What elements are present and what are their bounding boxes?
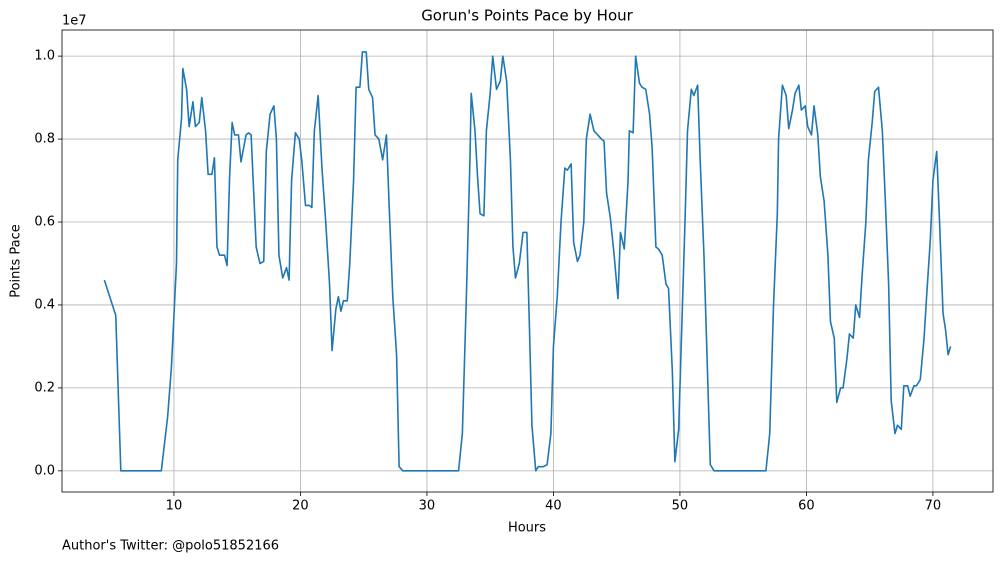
y-axis-label: Points Pace: [9, 224, 24, 298]
x-tick-label: 40: [545, 499, 562, 514]
axes-frame: [61, 29, 994, 493]
x-tick-label: 60: [798, 499, 815, 514]
plot-area: [103, 51, 952, 472]
x-axis-label: Hours: [508, 521, 546, 536]
x-tick-label: 70: [925, 499, 942, 514]
x-tick-label: 50: [672, 499, 689, 514]
grid: [62, 30, 993, 492]
chart-title: Gorun's Points Pace by Hour: [421, 7, 633, 25]
y-tick-label: 0.2: [34, 380, 55, 395]
x-tick-label: 10: [166, 499, 183, 514]
x-tick-label: 30: [419, 499, 436, 514]
y-tick-label: 0.8: [34, 132, 55, 147]
y-tick-label: 1.0: [34, 49, 55, 64]
y-offset-label: 1e7: [62, 14, 87, 29]
y-tick-label: 0.0: [34, 463, 55, 478]
y-tick-label: 0.4: [34, 297, 55, 312]
y-tick-label: 0.6: [34, 215, 55, 230]
x-tick-label: 20: [292, 499, 309, 514]
footnote: Author's Twitter: @polo51852166: [62, 539, 279, 554]
data-line: [103, 51, 952, 472]
